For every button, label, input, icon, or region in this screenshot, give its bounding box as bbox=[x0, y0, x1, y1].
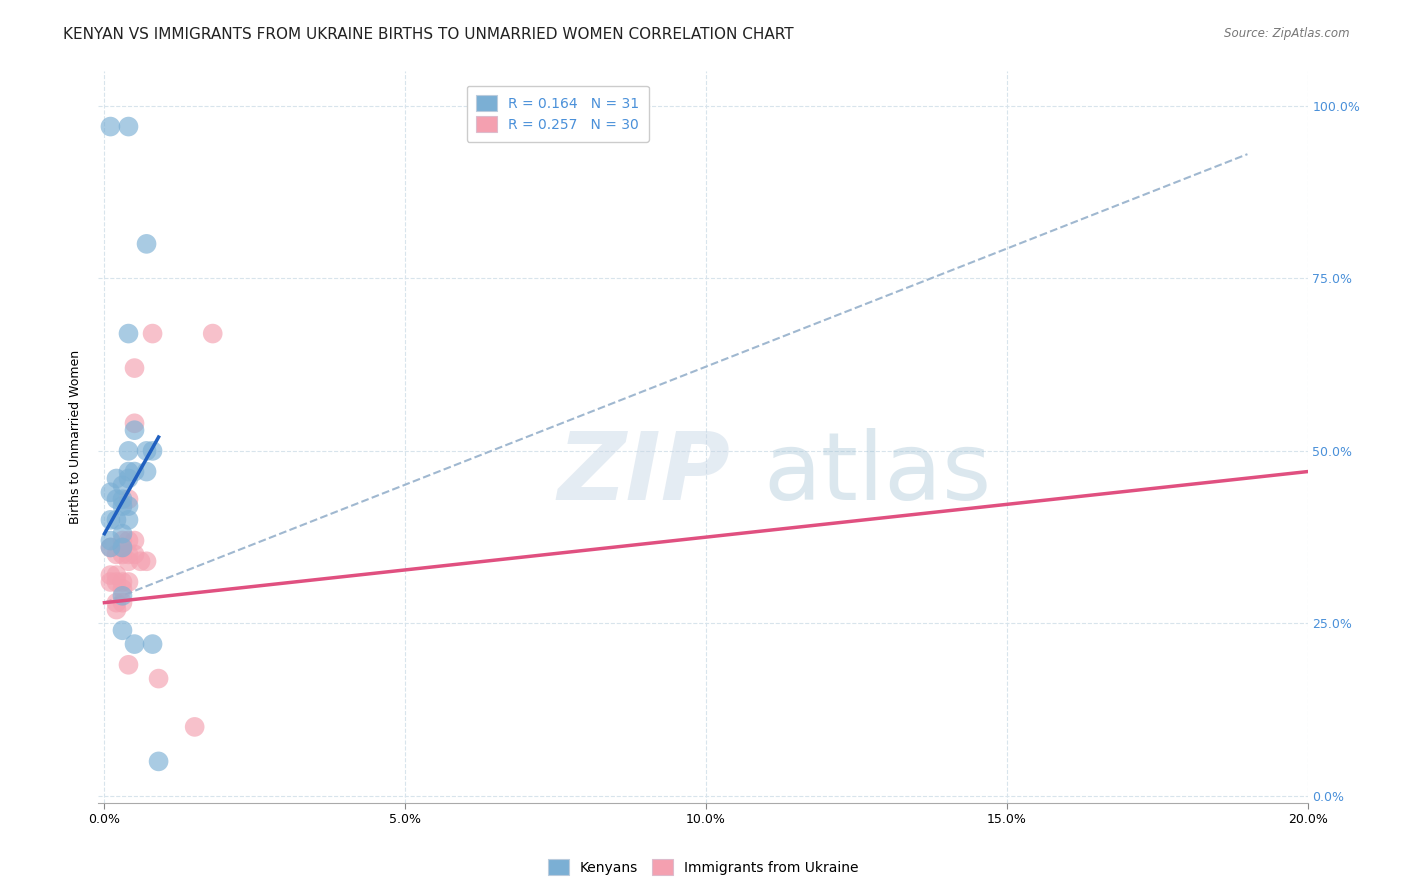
Point bbox=[117, 471, 139, 485]
Point bbox=[124, 423, 146, 437]
Point bbox=[105, 568, 128, 582]
Point bbox=[100, 485, 122, 500]
Text: atlas: atlas bbox=[763, 427, 991, 520]
Point bbox=[135, 465, 157, 479]
Point bbox=[100, 120, 122, 134]
Point bbox=[100, 541, 122, 555]
Point bbox=[100, 513, 122, 527]
Point bbox=[111, 526, 134, 541]
Point bbox=[100, 533, 122, 548]
Legend: Kenyans, Immigrants from Ukraine: Kenyans, Immigrants from Ukraine bbox=[543, 854, 863, 880]
Point bbox=[201, 326, 224, 341]
Point bbox=[142, 637, 165, 651]
Point bbox=[105, 548, 128, 562]
Point bbox=[117, 120, 139, 134]
Point bbox=[135, 236, 157, 251]
Point bbox=[124, 548, 146, 562]
Point bbox=[124, 361, 146, 376]
Point bbox=[117, 443, 139, 458]
Point bbox=[124, 637, 146, 651]
Y-axis label: Births to Unmarried Women: Births to Unmarried Women bbox=[69, 350, 83, 524]
Point bbox=[105, 471, 128, 485]
Point bbox=[105, 513, 128, 527]
Text: KENYAN VS IMMIGRANTS FROM UKRAINE BIRTHS TO UNMARRIED WOMEN CORRELATION CHART: KENYAN VS IMMIGRANTS FROM UKRAINE BIRTHS… bbox=[63, 27, 794, 42]
Point bbox=[117, 548, 139, 562]
Point bbox=[111, 548, 134, 562]
Point bbox=[117, 533, 139, 548]
Point bbox=[117, 554, 139, 568]
Point bbox=[148, 755, 170, 769]
Point bbox=[142, 443, 165, 458]
Point bbox=[105, 602, 128, 616]
Point bbox=[124, 417, 146, 431]
Text: ZIP: ZIP bbox=[558, 427, 731, 520]
Point bbox=[100, 541, 122, 555]
Point bbox=[135, 443, 157, 458]
Point bbox=[117, 657, 139, 672]
Point bbox=[124, 465, 146, 479]
Point bbox=[111, 541, 134, 555]
Point bbox=[111, 541, 134, 555]
Point bbox=[111, 589, 134, 603]
Point bbox=[117, 513, 139, 527]
Point bbox=[100, 574, 122, 589]
Text: Source: ZipAtlas.com: Source: ZipAtlas.com bbox=[1225, 27, 1350, 40]
Point bbox=[117, 492, 139, 507]
Point bbox=[105, 492, 128, 507]
Point bbox=[111, 596, 134, 610]
Point bbox=[111, 624, 134, 638]
Point bbox=[117, 574, 139, 589]
Point bbox=[183, 720, 205, 734]
Point bbox=[111, 492, 134, 507]
Point bbox=[135, 554, 157, 568]
Point bbox=[148, 672, 170, 686]
Point bbox=[111, 478, 134, 492]
Point bbox=[117, 465, 139, 479]
Point bbox=[117, 326, 139, 341]
Point bbox=[129, 554, 152, 568]
Point bbox=[100, 568, 122, 582]
Point bbox=[111, 574, 134, 589]
Point bbox=[105, 596, 128, 610]
Point bbox=[105, 574, 128, 589]
Point bbox=[142, 326, 165, 341]
Point bbox=[111, 499, 134, 513]
Point bbox=[111, 533, 134, 548]
Legend: R = 0.164   N = 31, R = 0.257   N = 30: R = 0.164 N = 31, R = 0.257 N = 30 bbox=[467, 86, 650, 142]
Point bbox=[111, 582, 134, 596]
Point bbox=[124, 533, 146, 548]
Point bbox=[117, 499, 139, 513]
